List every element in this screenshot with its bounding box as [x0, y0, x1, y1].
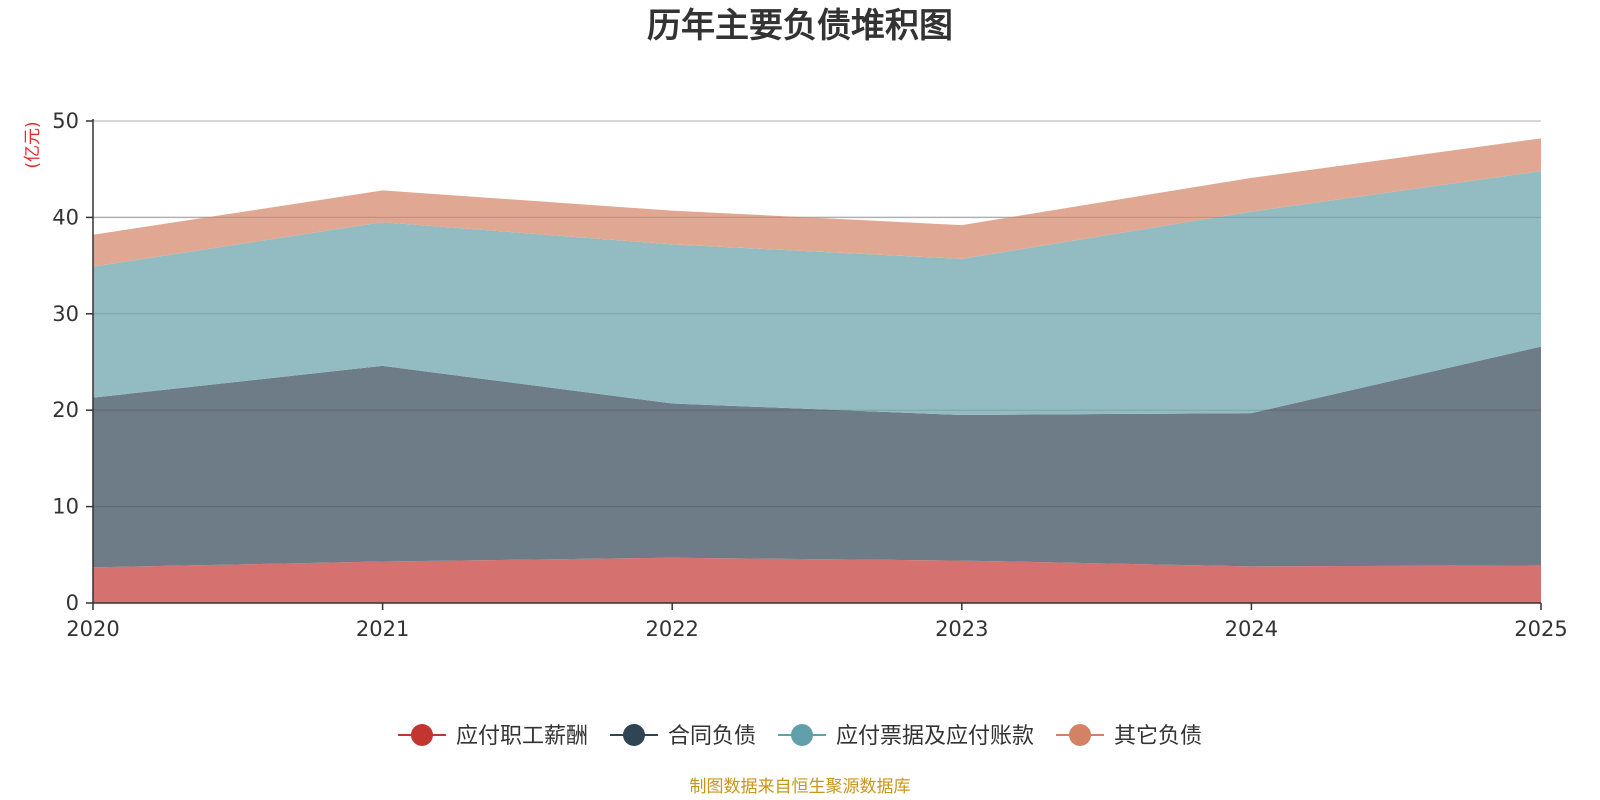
x-tick-label: 2025 — [1514, 617, 1567, 641]
legend-label: 合同负债 — [668, 724, 756, 749]
y-tick-label: 0 — [66, 591, 79, 615]
x-tick-label: 2021 — [356, 617, 409, 641]
legend-marker — [1069, 724, 1092, 746]
series-areas — [93, 138, 1541, 603]
legend-marker — [791, 724, 813, 746]
axes: 0 10 20 30 40 50 2020 2021 2022 2023 2024 2025 — [52, 109, 1567, 641]
x-tick-label: 2022 — [645, 617, 698, 641]
y-tick-label: 10 — [52, 495, 79, 519]
y-tick-label: 20 — [52, 398, 79, 422]
legend-item-0[interactable]: 应付职工薪酬 — [397, 724, 588, 749]
legend-item-1[interactable]: 合同负债 — [609, 724, 756, 749]
y-axis-unit-label: (亿元) — [23, 121, 43, 168]
x-tick-label: 2023 — [935, 617, 988, 641]
legend-marker — [410, 724, 433, 746]
area-series-3 — [93, 138, 1541, 267]
legend-marker — [622, 724, 645, 746]
area-series-0 — [93, 557, 1541, 603]
legend: 应付职工薪酬 合同负债 应付票据及应付账款 其它负债 — [397, 724, 1202, 749]
legend-item-2[interactable]: 应付票据及应付账款 — [778, 724, 1034, 749]
y-tick-label: 30 — [52, 302, 79, 326]
legend-label: 应付职工薪酬 — [456, 724, 588, 749]
x-tick-label: 2020 — [66, 617, 119, 641]
x-tick-label: 2024 — [1225, 617, 1278, 641]
y-tick-label: 50 — [52, 109, 79, 133]
legend-item-3[interactable]: 其它负债 — [1056, 724, 1202, 749]
area-series-1 — [93, 346, 1541, 568]
data-source-note: 制图数据来自恒生聚源数据库 — [690, 777, 911, 797]
y-tick-label: 40 — [52, 205, 79, 229]
area-series-2 — [93, 171, 1541, 416]
legend-label: 应付票据及应付账款 — [836, 724, 1034, 749]
chart-title: 历年主要负债堆积图 — [647, 6, 953, 46]
legend-label: 其它负债 — [1114, 724, 1202, 749]
